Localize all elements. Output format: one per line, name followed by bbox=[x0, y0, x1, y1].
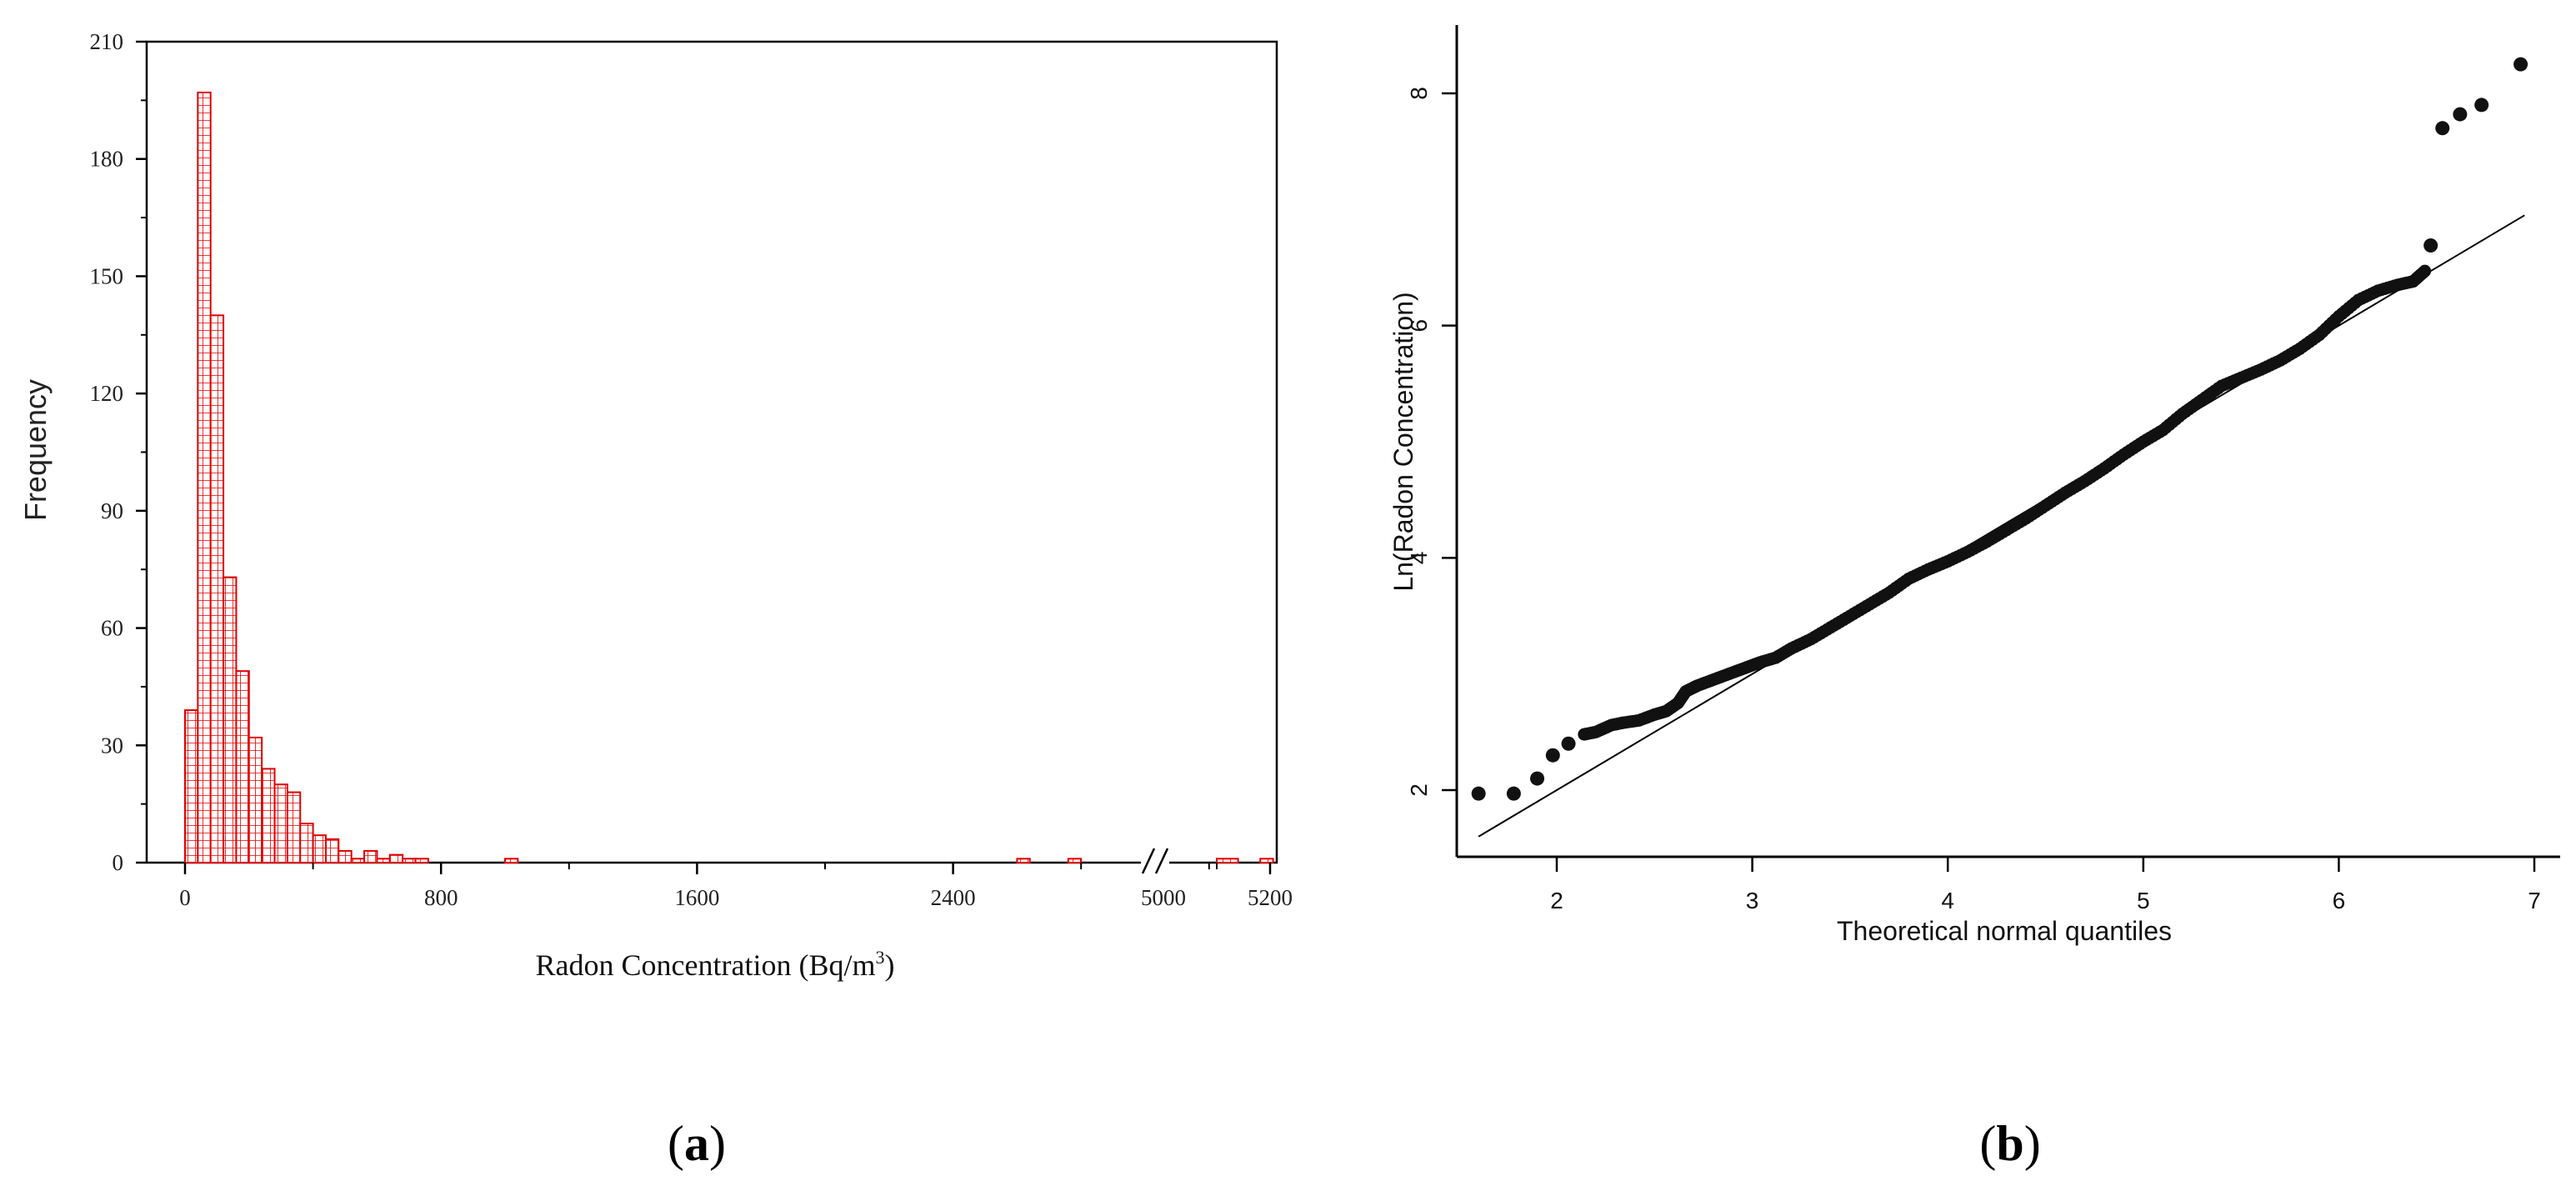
panel-a-plot-frame bbox=[145, 40, 1278, 864]
histogram-bar bbox=[1067, 858, 1083, 864]
x-tick-label: 1600 bbox=[674, 885, 719, 910]
qq-point bbox=[2474, 98, 2489, 113]
histogram-bar bbox=[209, 314, 225, 864]
x-tick-label: 6 bbox=[2333, 888, 2346, 913]
histogram-bar bbox=[1016, 858, 1031, 864]
histogram-bar bbox=[504, 858, 519, 864]
x-tick-label: 5 bbox=[2137, 888, 2150, 913]
x-tick-label: 3 bbox=[1746, 888, 1759, 913]
histogram-bar bbox=[223, 576, 238, 863]
histogram-bar bbox=[350, 858, 366, 864]
x-tick-label: 0 bbox=[179, 885, 191, 910]
histogram-bar bbox=[338, 849, 353, 864]
qq-point bbox=[2513, 57, 2528, 72]
histogram-bar bbox=[376, 858, 391, 864]
qq-point bbox=[1530, 771, 1545, 786]
y-axis-ticks: 0 30 60 90 120 150 180 210 bbox=[90, 29, 147, 875]
histogram-bar bbox=[248, 736, 263, 864]
histogram-bar bbox=[414, 858, 429, 864]
x-axis-ticks: 0 800 1600 2400 5000 5200 bbox=[179, 863, 1293, 910]
qq-point bbox=[2423, 238, 2438, 253]
y-tick-label: 6 bbox=[1406, 319, 1432, 333]
y-tick-label: 2 bbox=[1406, 783, 1432, 797]
panel-label-b: (b) bbox=[1979, 1116, 2040, 1171]
histogram-bars bbox=[184, 91, 1274, 864]
histogram-bar bbox=[273, 783, 288, 864]
qq-point bbox=[2435, 121, 2450, 136]
histogram-bar bbox=[299, 823, 314, 863]
y-tick-label: 180 bbox=[90, 147, 124, 172]
histogram-bar bbox=[363, 849, 378, 864]
x-axis-label: Radon Concentration (Bq/m3) bbox=[536, 947, 895, 982]
panel-a-histogram: 0 30 60 90 120 150 180 210 0 800 1600 2400 5000 5200… bbox=[18, 29, 1293, 1171]
histogram-bar bbox=[388, 853, 404, 863]
x-tick-label: 2 bbox=[1550, 888, 1563, 913]
y-tick-label: 0 bbox=[113, 850, 124, 875]
qq-point bbox=[2418, 264, 2432, 278]
histogram-bar bbox=[197, 91, 212, 863]
x-tick-label: 2400 bbox=[931, 885, 976, 910]
qq-point bbox=[1506, 786, 1521, 801]
histogram-bar bbox=[184, 709, 199, 863]
y-tick-label: 30 bbox=[101, 733, 123, 758]
histogram-bar bbox=[402, 858, 417, 864]
x-axis-label: Theoretical normal quantiles bbox=[1837, 916, 2172, 946]
x-tick-label: 5200 bbox=[1248, 885, 1293, 910]
histogram-bar bbox=[324, 838, 340, 863]
y-tick-label: 90 bbox=[101, 498, 123, 523]
y-tick-label: 210 bbox=[90, 29, 124, 54]
y-axis-label: Frequency bbox=[18, 379, 53, 521]
histogram-bar bbox=[1216, 858, 1239, 864]
x-tick-label: 800 bbox=[424, 885, 458, 910]
y-tick-label: 4 bbox=[1406, 552, 1432, 565]
panel-label-a: (a) bbox=[668, 1116, 726, 1171]
qq-point bbox=[1471, 786, 1486, 801]
qq-point bbox=[1545, 748, 1560, 763]
y-axis-label: Ln(Radon Concentration) bbox=[1388, 292, 1418, 591]
histogram-bar bbox=[261, 768, 276, 864]
x-tick-label: 4 bbox=[1941, 888, 1954, 913]
y-tick-label: 150 bbox=[90, 263, 124, 288]
histogram-bar bbox=[286, 791, 302, 863]
histogram-bar bbox=[1259, 858, 1274, 864]
histogram-bar bbox=[235, 670, 250, 864]
histogram-bar bbox=[312, 834, 327, 864]
qq-points bbox=[1471, 57, 2528, 801]
x-axis-ticks: 2 3 4 5 6 7 bbox=[1550, 857, 2541, 913]
y-tick-label: 120 bbox=[90, 381, 124, 406]
qq-point bbox=[1561, 736, 1576, 751]
y-tick-label: 8 bbox=[1406, 87, 1432, 100]
qq-point bbox=[2453, 107, 2468, 122]
panel-b-qq-plot: 2 3 4 5 6 7 2 4 6 8 Theoretical normal quantiles… bbox=[1388, 0, 2571, 1171]
panel-b-plot-frame bbox=[1454, 0, 2571, 860]
axis-break-marker bbox=[1141, 848, 1169, 878]
y-axis-ticks: 2 4 6 8 bbox=[1406, 87, 1457, 797]
x-tick-label: 7 bbox=[2528, 888, 2541, 913]
y-tick-label: 60 bbox=[101, 616, 123, 641]
x-tick-label: 5000 bbox=[1141, 885, 1186, 910]
